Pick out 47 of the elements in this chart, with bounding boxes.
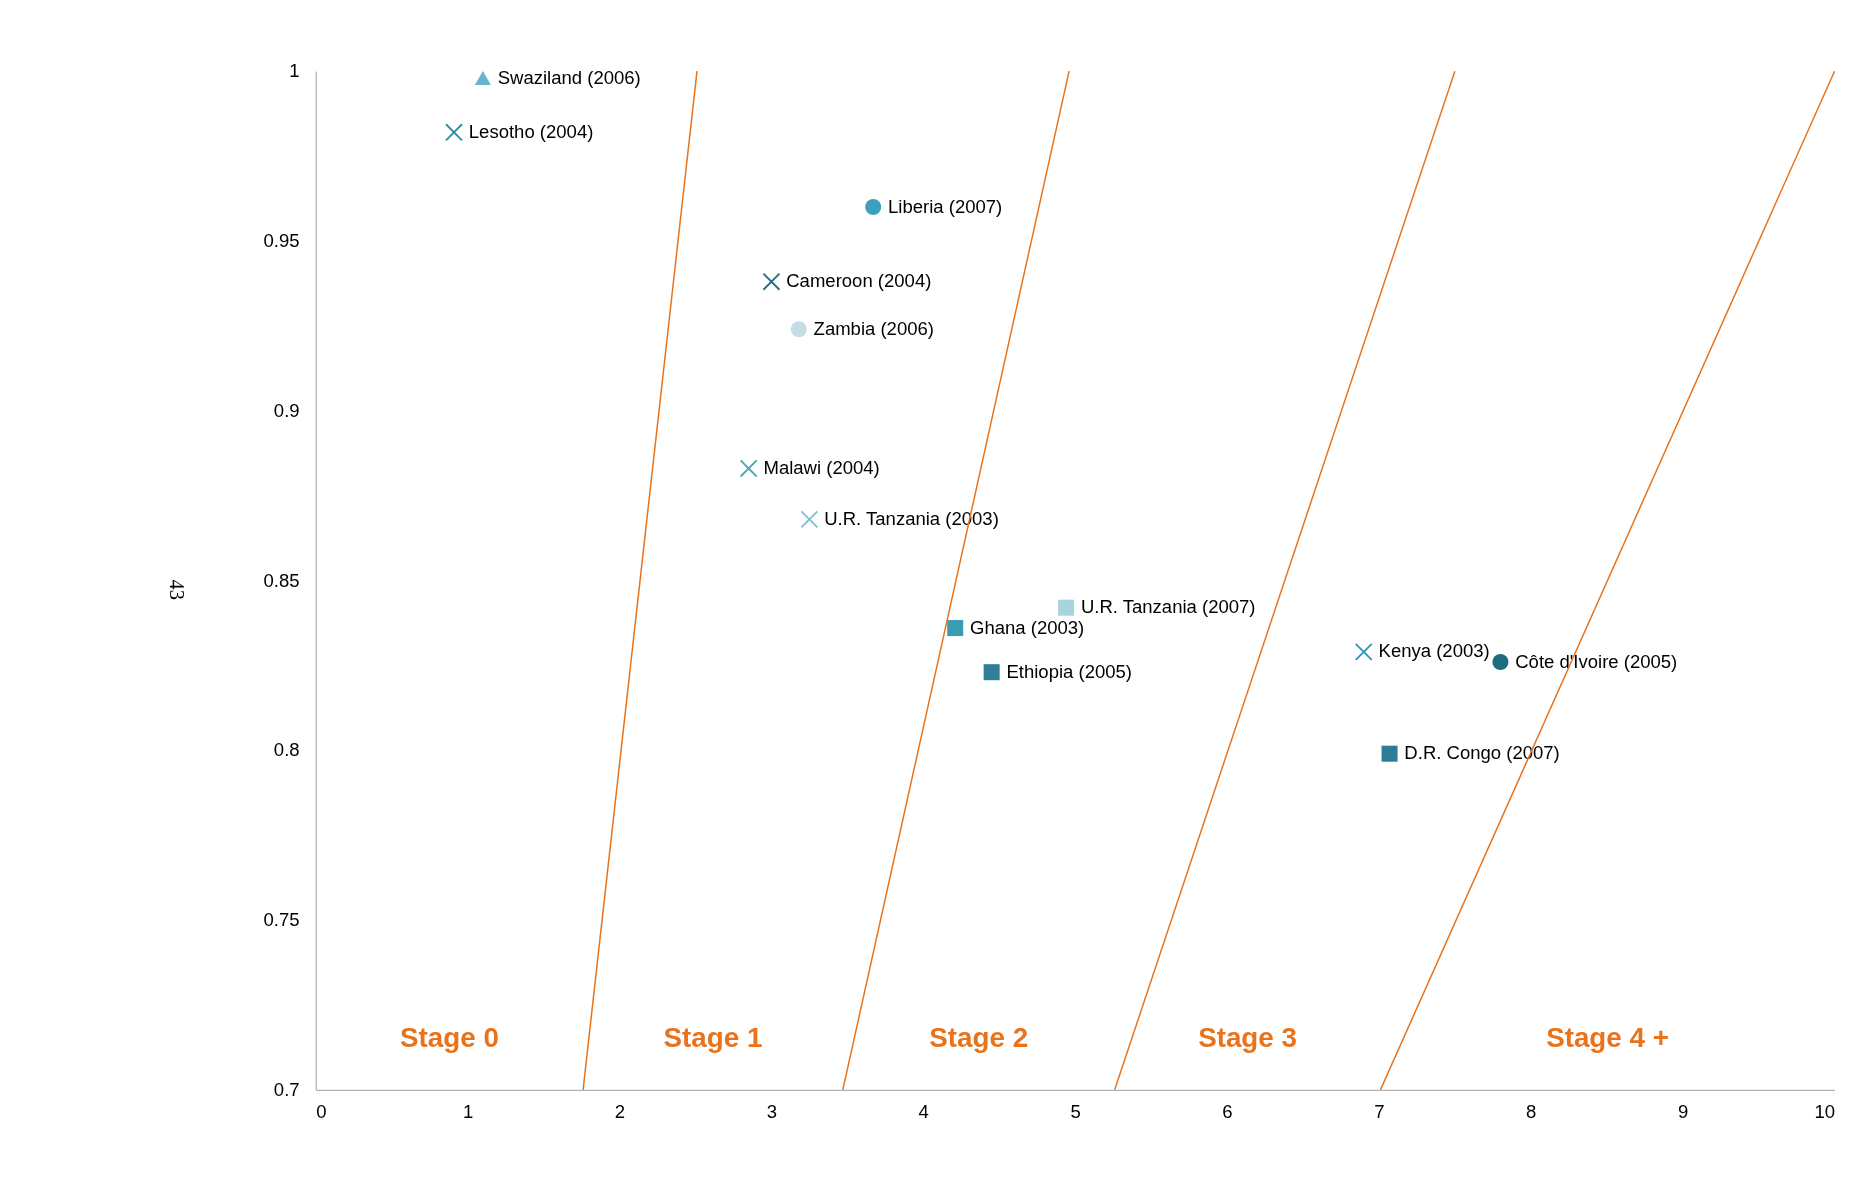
annotation: Stage 1 bbox=[663, 1022, 763, 1054]
x-tick-label: 4 bbox=[918, 1101, 929, 1123]
y-tick-label: 0.9 bbox=[273, 399, 300, 421]
y-tick-label: 0.95 bbox=[263, 229, 300, 251]
point bbox=[1058, 599, 1075, 616]
point bbox=[1381, 745, 1398, 762]
annotation: Stage 4 + bbox=[1546, 1022, 1669, 1054]
x-tick-label: 7 bbox=[1374, 1101, 1385, 1123]
point bbox=[1354, 642, 1373, 661]
y-tick-label: 0.7 bbox=[273, 1078, 300, 1100]
y-tick-label: 0.8 bbox=[273, 739, 300, 761]
point bbox=[983, 664, 1000, 681]
series-label: Zambia (2006) bbox=[813, 317, 934, 339]
series-label: Cameroon (2004) bbox=[786, 270, 932, 292]
annotation: Stage 3 bbox=[1198, 1022, 1297, 1054]
point bbox=[445, 123, 463, 142]
series-label: Lesotho (2004) bbox=[468, 120, 594, 142]
point bbox=[800, 510, 819, 529]
x-tick-label: 3 bbox=[766, 1101, 778, 1123]
x-tick-label: 0 bbox=[316, 1101, 327, 1123]
point bbox=[790, 321, 807, 338]
annotation: Stage 0 bbox=[400, 1022, 499, 1054]
x-tick-label: 2 bbox=[614, 1101, 626, 1123]
point bbox=[762, 272, 781, 291]
y-tick-label: 0.85 bbox=[263, 569, 300, 591]
series-label: U.R. Tanzania (2007) bbox=[1080, 596, 1256, 618]
series-label: Liberia (2007) bbox=[887, 195, 1003, 217]
x-tick-label: 9 bbox=[1677, 1101, 1689, 1123]
point bbox=[474, 71, 491, 85]
series-label: Malawi (2004) bbox=[763, 457, 880, 479]
x-tick-label: 8 bbox=[1526, 1101, 1537, 1123]
point bbox=[739, 459, 758, 478]
annotation: Stage 2 bbox=[929, 1022, 1029, 1054]
y-tick-label: 1 bbox=[289, 60, 300, 82]
series-label: Swaziland (2006) bbox=[497, 66, 641, 88]
point bbox=[1492, 654, 1509, 671]
x-tick-label: 1 bbox=[462, 1101, 474, 1123]
series-label: Ghana (2003) bbox=[970, 616, 1085, 638]
point bbox=[865, 199, 882, 215]
x-tick-label: 10 bbox=[1814, 1101, 1836, 1123]
series-label: Ethiopia (2005) bbox=[1006, 660, 1133, 682]
y-tick-label: 0.75 bbox=[263, 909, 300, 931]
point bbox=[947, 620, 964, 637]
series-label: Kenya (2003) bbox=[1378, 640, 1490, 662]
x-tick-label: 5 bbox=[1070, 1101, 1081, 1123]
x-tick-label: 6 bbox=[1222, 1101, 1233, 1123]
text: 43 bbox=[166, 579, 189, 600]
